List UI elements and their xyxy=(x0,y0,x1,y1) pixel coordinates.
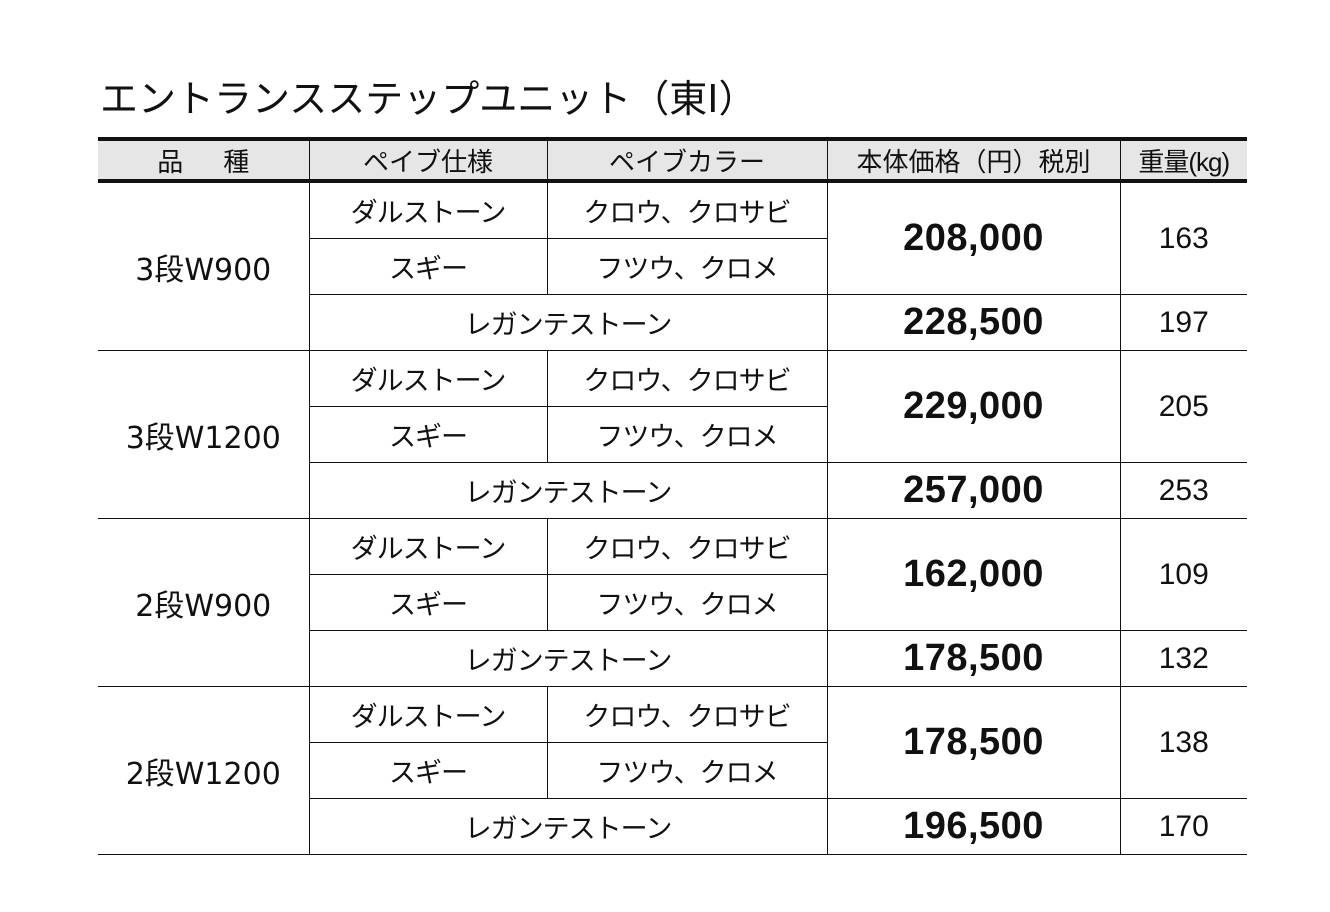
page-title: エントランスステップユニット（東Ⅰ） xyxy=(100,77,757,121)
table-row: 2段W900 ダルストーン クロウ、クロサビ 162,000 109 xyxy=(98,518,1247,687)
pipe-spec-cell: スギー xyxy=(308,406,547,463)
combined-spec-cell: レガンテストーン xyxy=(308,462,827,519)
pipe-color-cell: クロウ、クロサビ xyxy=(546,181,827,239)
price-cell: 229,000 xyxy=(826,350,1120,463)
pipe-color-cell: フツウ、クロメ xyxy=(546,406,827,463)
combined-spec-cell: レガンテストーン xyxy=(308,294,827,351)
pipe-color-cell: フツウ、クロメ xyxy=(546,742,827,799)
price-table: 品種 ペイブ仕様 ペイブカラー 本体価格（円）税別 重量(kg) 3段W900 … xyxy=(98,137,1247,855)
pipe-color-cell: クロウ、クロサビ xyxy=(546,686,827,743)
pipe-color-cell: フツウ、クロメ xyxy=(546,238,827,295)
weight-cell: 205 xyxy=(1119,350,1247,463)
column-header-weight: 重量(kg) xyxy=(1119,137,1247,183)
table-row: 3段W900 ダルストーン クロウ、クロサビ 208,000 163 xyxy=(98,181,1247,351)
pipe-spec-cell: ダルストーン xyxy=(308,350,547,407)
variety-cell: 3段W1200 xyxy=(98,350,309,519)
price-cell: 208,000 xyxy=(826,181,1120,295)
weight-cell: 163 xyxy=(1119,181,1247,295)
pipe-color-cell: クロウ、クロサビ xyxy=(546,350,827,407)
price-cell: 257,000 xyxy=(826,462,1120,519)
price-cell: 196,500 xyxy=(826,798,1120,855)
pipe-color-cell: クロウ、クロサビ xyxy=(546,518,827,575)
pipe-spec-cell: スギー xyxy=(308,574,547,631)
table-row: レガンテストーン 196,500 170 xyxy=(98,798,1247,855)
table-row: 2段W1200 ダルストーン クロウ、クロサビ 178,500 138 xyxy=(98,686,1247,855)
weight-cell: 253 xyxy=(1119,462,1247,519)
table-row: レガンテストーン 228,500 197 xyxy=(98,294,1247,351)
column-header-price: 本体価格（円）税別 xyxy=(826,137,1120,183)
weight-cell: 138 xyxy=(1119,686,1247,799)
table-row: 3段W1200 ダルストーン クロウ、クロサビ 229,000 205 xyxy=(98,350,1247,519)
weight-cell: 170 xyxy=(1119,798,1247,855)
price-cell: 228,500 xyxy=(826,294,1120,351)
variety-cell: 3段W900 xyxy=(98,181,309,351)
table-row: レガンテストーン 257,000 253 xyxy=(98,462,1247,519)
weight-cell: 197 xyxy=(1119,294,1247,351)
table-row: スギー フツウ、クロメ xyxy=(98,574,1247,631)
column-header-pipe-color: ペイブカラー xyxy=(546,137,827,183)
pipe-spec-cell: スギー xyxy=(308,742,547,799)
variety-cell: 2段W1200 xyxy=(98,686,309,855)
combined-spec-cell: レガンテストーン xyxy=(308,630,827,687)
pipe-spec-cell: ダルストーン xyxy=(308,181,547,239)
pipe-spec-cell: ダルストーン xyxy=(308,686,547,743)
pipe-color-cell: フツウ、クロメ xyxy=(546,574,827,631)
price-cell: 162,000 xyxy=(826,518,1120,631)
table-row: レガンテストーン 178,500 132 xyxy=(98,630,1247,687)
weight-cell: 132 xyxy=(1119,630,1247,687)
price-cell: 178,500 xyxy=(826,630,1120,687)
pipe-spec-cell: スギー xyxy=(308,238,547,295)
table-row: スギー フツウ、クロメ xyxy=(98,406,1247,463)
price-cell: 178,500 xyxy=(826,686,1120,799)
variety-cell: 2段W900 xyxy=(98,518,309,687)
table-row: スギー フツウ、クロメ xyxy=(98,238,1247,295)
combined-spec-cell: レガンテストーン xyxy=(308,798,827,855)
header-row: 品種 ペイブ仕様 ペイブカラー 本体価格（円）税別 重量(kg) xyxy=(98,137,1247,183)
pipe-spec-cell: ダルストーン xyxy=(308,518,547,575)
column-header-pipe-spec: ペイブ仕様 xyxy=(308,137,547,183)
column-header-variety: 品種 xyxy=(98,137,309,183)
weight-cell: 109 xyxy=(1119,518,1247,631)
table-row: スギー フツウ、クロメ xyxy=(98,742,1247,799)
